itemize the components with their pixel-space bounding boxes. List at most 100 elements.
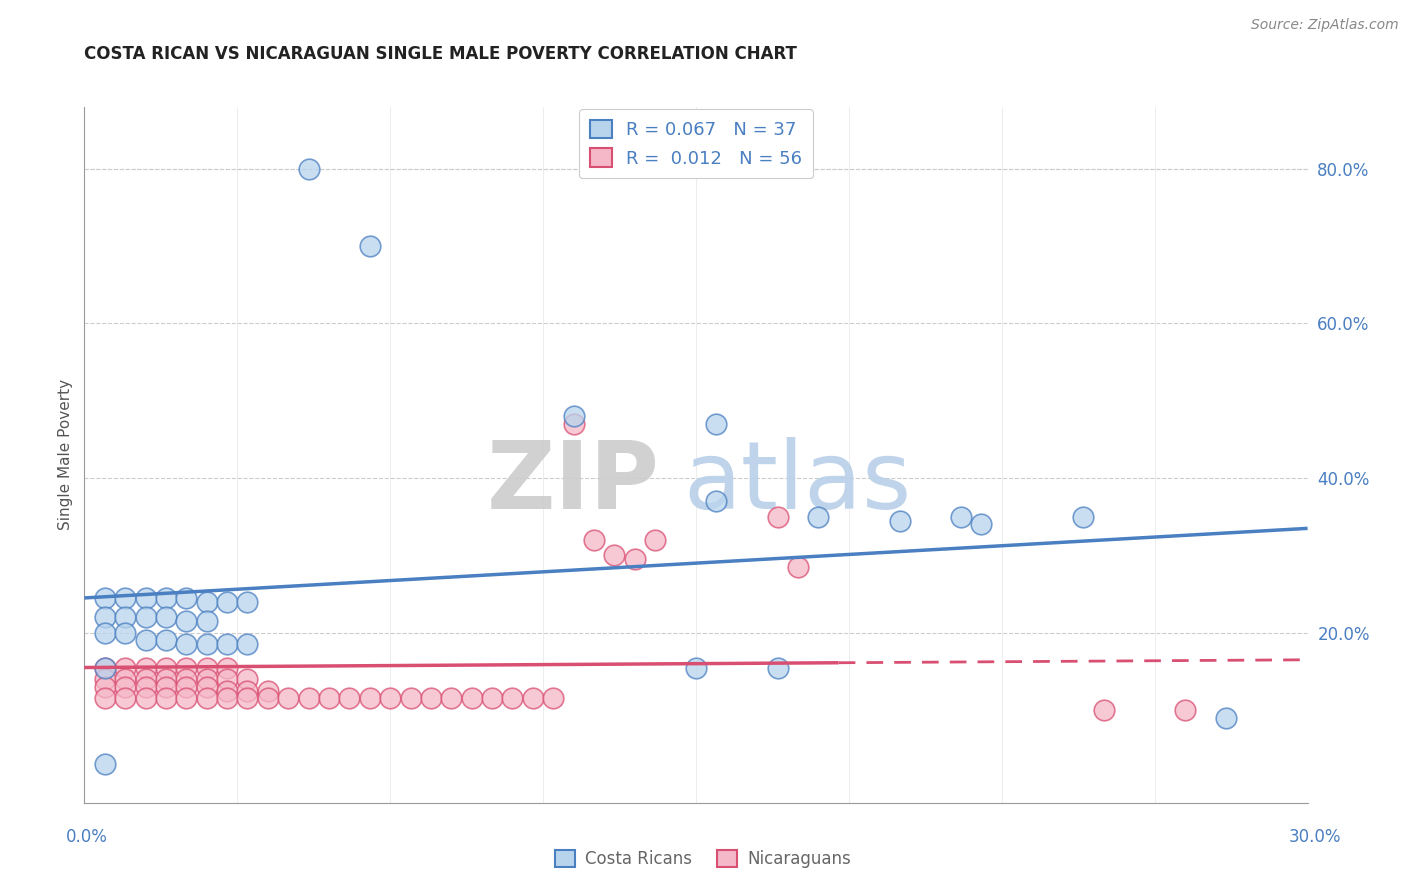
Point	[155, 610, 177, 624]
Point	[236, 595, 259, 609]
Text: 30.0%: 30.0%	[1288, 828, 1341, 846]
Point	[766, 509, 789, 524]
Point	[359, 239, 381, 253]
Point	[195, 614, 218, 628]
Point	[277, 691, 299, 706]
Point	[1215, 711, 1237, 725]
Point	[174, 680, 197, 694]
Point	[114, 672, 136, 686]
Point	[217, 683, 239, 698]
Point	[704, 417, 728, 431]
Point	[174, 637, 197, 651]
Point	[807, 509, 830, 524]
Text: Source: ZipAtlas.com: Source: ZipAtlas.com	[1251, 18, 1399, 32]
Point	[236, 637, 259, 651]
Point	[135, 672, 157, 686]
Point	[195, 680, 218, 694]
Text: 0.0%: 0.0%	[66, 828, 108, 846]
Point	[217, 637, 239, 651]
Point	[135, 691, 157, 706]
Point	[217, 691, 239, 706]
Point	[420, 691, 443, 706]
Point	[114, 625, 136, 640]
Text: ZIP: ZIP	[486, 437, 659, 529]
Point	[603, 549, 626, 563]
Point	[562, 417, 585, 431]
Point	[217, 660, 239, 674]
Point	[93, 660, 115, 674]
Point	[889, 514, 911, 528]
Point	[236, 672, 259, 686]
Point	[257, 683, 280, 698]
Point	[174, 660, 197, 674]
Point	[155, 672, 177, 686]
Point	[174, 591, 197, 605]
Point	[501, 691, 523, 706]
Point	[93, 625, 115, 640]
Point	[135, 610, 157, 624]
Point	[298, 691, 321, 706]
Point	[114, 680, 136, 694]
Point	[93, 610, 115, 624]
Point	[195, 672, 218, 686]
Legend: Costa Ricans, Nicaraguans: Costa Ricans, Nicaraguans	[548, 843, 858, 875]
Y-axis label: Single Male Poverty: Single Male Poverty	[58, 379, 73, 531]
Point	[114, 610, 136, 624]
Point	[1071, 509, 1094, 524]
Point	[93, 672, 115, 686]
Point	[481, 691, 503, 706]
Point	[787, 560, 810, 574]
Point	[766, 660, 789, 674]
Point	[318, 691, 340, 706]
Point	[135, 633, 157, 648]
Point	[236, 691, 259, 706]
Point	[174, 614, 197, 628]
Point	[624, 552, 647, 566]
Point	[685, 660, 707, 674]
Point	[217, 595, 239, 609]
Point	[174, 691, 197, 706]
Point	[135, 591, 157, 605]
Point	[114, 591, 136, 605]
Point	[380, 691, 402, 706]
Point	[155, 633, 177, 648]
Point	[950, 509, 973, 524]
Point	[644, 533, 666, 547]
Point	[155, 680, 177, 694]
Point	[359, 691, 381, 706]
Point	[440, 691, 463, 706]
Point	[135, 680, 157, 694]
Point	[543, 691, 565, 706]
Point	[970, 517, 993, 532]
Point	[174, 672, 197, 686]
Point	[704, 494, 728, 508]
Point	[236, 683, 259, 698]
Point	[93, 660, 115, 674]
Point	[93, 591, 115, 605]
Point	[1092, 703, 1115, 717]
Point	[339, 691, 360, 706]
Text: atlas: atlas	[683, 437, 912, 529]
Point	[195, 691, 218, 706]
Point	[1174, 703, 1197, 717]
Point	[399, 691, 422, 706]
Point	[257, 691, 280, 706]
Point	[298, 161, 321, 176]
Point	[93, 757, 115, 772]
Point	[135, 660, 157, 674]
Text: COSTA RICAN VS NICARAGUAN SINGLE MALE POVERTY CORRELATION CHART: COSTA RICAN VS NICARAGUAN SINGLE MALE PO…	[84, 45, 797, 62]
Point	[195, 637, 218, 651]
Point	[155, 691, 177, 706]
Point	[195, 660, 218, 674]
Point	[114, 691, 136, 706]
Legend: R = 0.067   N = 37, R =  0.012   N = 56: R = 0.067 N = 37, R = 0.012 N = 56	[579, 109, 813, 178]
Point	[217, 672, 239, 686]
Point	[582, 533, 605, 547]
Point	[114, 660, 136, 674]
Point	[461, 691, 484, 706]
Point	[155, 591, 177, 605]
Point	[562, 409, 585, 424]
Point	[155, 660, 177, 674]
Point	[195, 595, 218, 609]
Point	[522, 691, 544, 706]
